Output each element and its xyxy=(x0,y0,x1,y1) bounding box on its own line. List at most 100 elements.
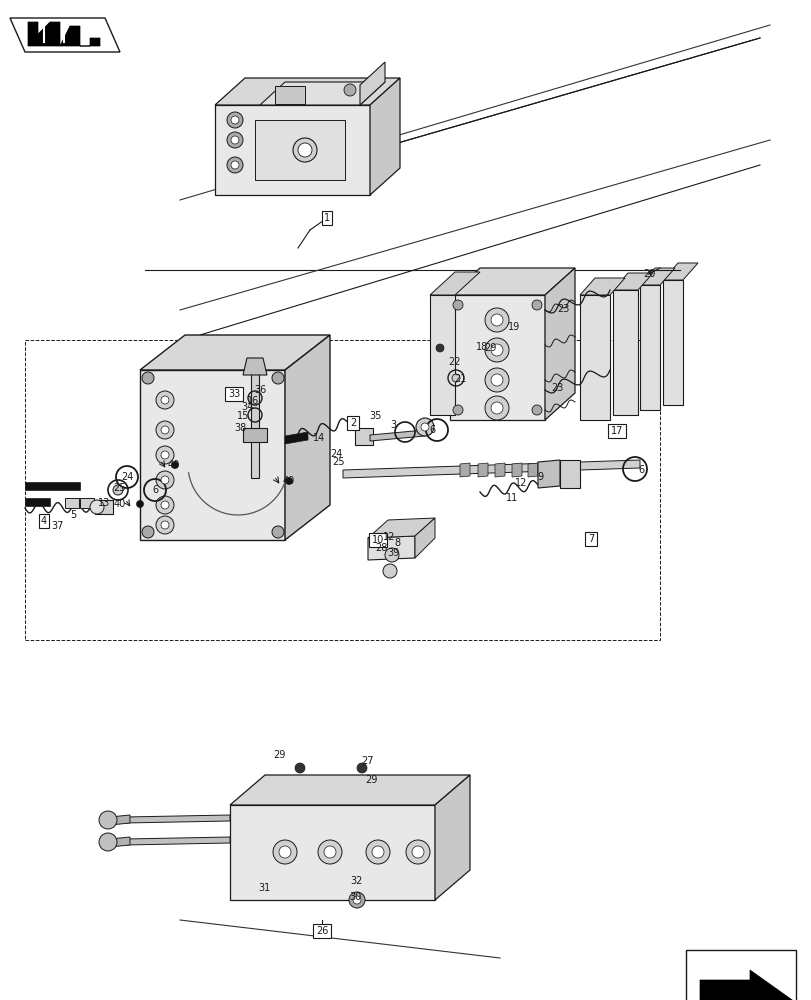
Text: 24: 24 xyxy=(121,472,133,482)
Text: 29: 29 xyxy=(364,775,377,785)
Circle shape xyxy=(161,426,169,434)
Text: 1: 1 xyxy=(324,213,329,223)
Polygon shape xyxy=(699,970,794,1000)
Polygon shape xyxy=(430,295,454,415)
Circle shape xyxy=(156,391,174,409)
Polygon shape xyxy=(367,518,435,538)
Text: 12: 12 xyxy=(514,478,526,488)
Text: 40: 40 xyxy=(282,476,294,486)
Text: 14: 14 xyxy=(312,433,324,443)
Circle shape xyxy=(420,423,428,431)
Polygon shape xyxy=(414,518,435,558)
Polygon shape xyxy=(285,335,329,540)
Text: 37: 37 xyxy=(52,521,64,531)
Circle shape xyxy=(272,372,284,384)
Circle shape xyxy=(230,136,238,144)
Circle shape xyxy=(484,396,508,420)
Text: 5: 5 xyxy=(70,510,76,520)
Circle shape xyxy=(99,811,117,829)
Polygon shape xyxy=(367,536,414,560)
Text: 34: 34 xyxy=(241,402,253,412)
Text: 3: 3 xyxy=(389,420,396,430)
Circle shape xyxy=(142,372,154,384)
Polygon shape xyxy=(215,105,370,195)
Polygon shape xyxy=(139,370,285,540)
Circle shape xyxy=(161,451,169,459)
Polygon shape xyxy=(25,482,80,490)
Circle shape xyxy=(156,516,174,534)
Circle shape xyxy=(344,84,355,96)
Polygon shape xyxy=(285,432,307,444)
Polygon shape xyxy=(612,290,637,415)
Text: 31: 31 xyxy=(258,883,270,893)
Polygon shape xyxy=(430,272,479,295)
Circle shape xyxy=(99,833,117,851)
Circle shape xyxy=(383,564,397,578)
Circle shape xyxy=(384,548,398,562)
Circle shape xyxy=(90,500,104,514)
Circle shape xyxy=(171,462,178,468)
Text: 38: 38 xyxy=(234,423,246,433)
Bar xyxy=(80,498,94,508)
Polygon shape xyxy=(579,278,624,295)
Polygon shape xyxy=(512,463,521,477)
Polygon shape xyxy=(95,500,113,514)
Bar xyxy=(251,368,259,478)
Circle shape xyxy=(227,112,242,128)
Polygon shape xyxy=(342,460,639,478)
Circle shape xyxy=(230,161,238,169)
Circle shape xyxy=(357,763,367,773)
Text: 32: 32 xyxy=(350,876,363,886)
Circle shape xyxy=(227,132,242,148)
Text: 7: 7 xyxy=(587,534,594,544)
Polygon shape xyxy=(495,463,504,477)
Circle shape xyxy=(161,476,169,484)
Circle shape xyxy=(415,418,433,436)
Text: 29: 29 xyxy=(483,343,496,353)
Text: 6: 6 xyxy=(428,425,435,435)
Text: 27: 27 xyxy=(362,756,374,766)
Text: 9: 9 xyxy=(536,472,543,482)
Circle shape xyxy=(272,840,297,864)
Circle shape xyxy=(156,496,174,514)
Text: 24: 24 xyxy=(329,449,341,459)
Circle shape xyxy=(156,421,174,439)
Text: 33: 33 xyxy=(228,389,240,399)
Polygon shape xyxy=(639,268,674,285)
Circle shape xyxy=(156,471,174,489)
Text: 25: 25 xyxy=(333,457,345,467)
Text: 36: 36 xyxy=(254,385,266,395)
Polygon shape xyxy=(663,280,682,405)
Text: 11: 11 xyxy=(505,493,517,503)
Polygon shape xyxy=(230,805,435,900)
Circle shape xyxy=(366,840,389,864)
Text: 22: 22 xyxy=(448,357,461,367)
Polygon shape xyxy=(125,815,230,823)
Circle shape xyxy=(353,896,361,904)
Circle shape xyxy=(349,892,365,908)
Circle shape xyxy=(279,846,290,858)
Polygon shape xyxy=(370,430,424,441)
Polygon shape xyxy=(242,428,267,442)
Circle shape xyxy=(491,374,502,386)
Polygon shape xyxy=(215,78,400,105)
Circle shape xyxy=(531,300,541,310)
Polygon shape xyxy=(460,463,470,477)
Circle shape xyxy=(298,143,311,157)
Circle shape xyxy=(324,846,336,858)
Polygon shape xyxy=(125,837,230,845)
Polygon shape xyxy=(139,335,329,370)
Circle shape xyxy=(161,521,169,529)
Polygon shape xyxy=(478,463,487,477)
Text: 23: 23 xyxy=(556,304,569,314)
Circle shape xyxy=(411,846,423,858)
Circle shape xyxy=(406,840,430,864)
Text: 6: 6 xyxy=(637,465,643,475)
Polygon shape xyxy=(579,295,609,420)
Text: 35: 35 xyxy=(369,411,382,421)
Polygon shape xyxy=(527,463,538,477)
Text: 40: 40 xyxy=(168,460,180,470)
Circle shape xyxy=(272,526,284,538)
Circle shape xyxy=(230,116,238,124)
Circle shape xyxy=(113,485,122,495)
